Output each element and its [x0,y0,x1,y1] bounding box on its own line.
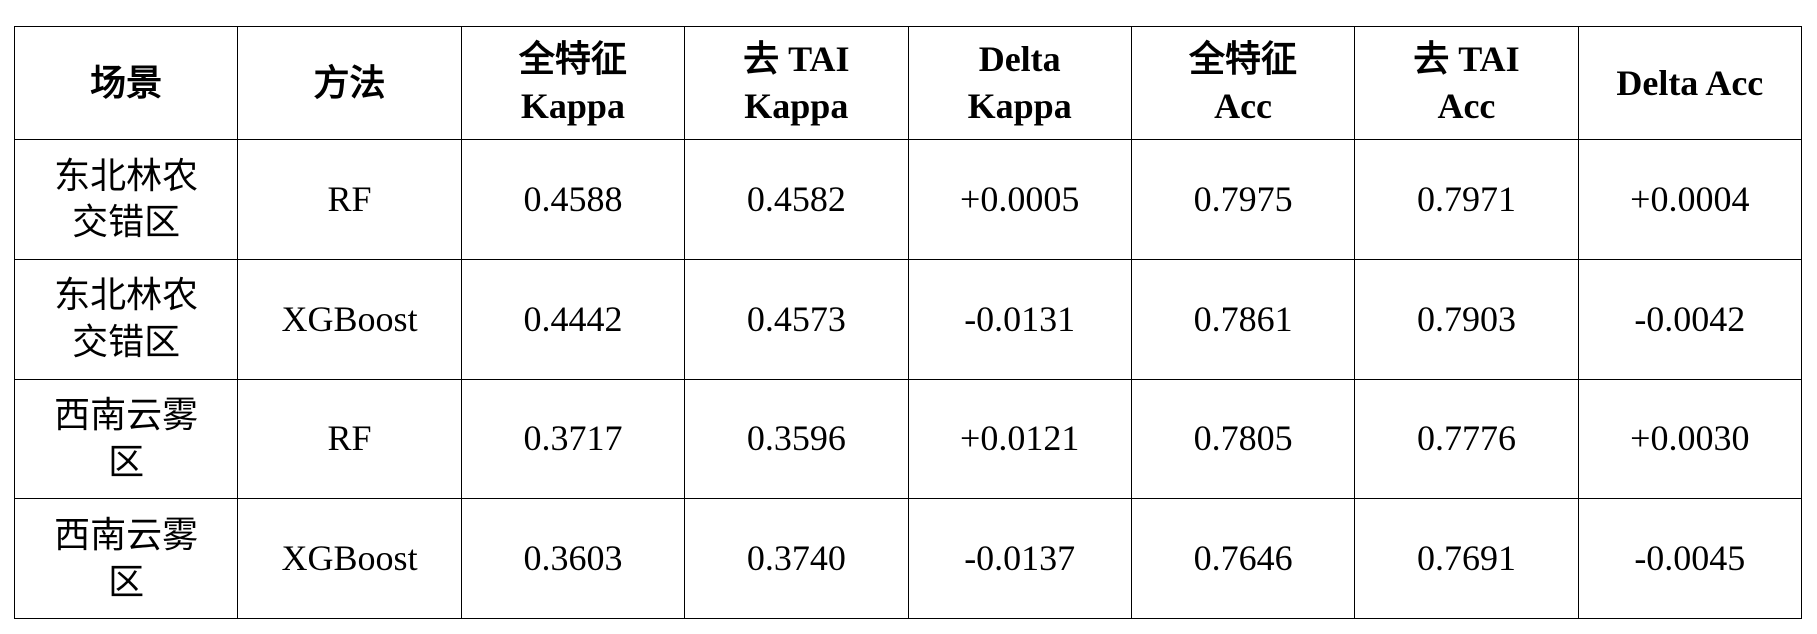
value-cell: 0.4588 [460,139,686,260]
value-cell: +0.0030 [1577,378,1803,500]
header-cell: Delta Acc [1577,26,1803,140]
value-cell: 0.7691 [1354,498,1579,619]
header-cell: 方法 [237,26,462,140]
value-cell: 0.7971 [1354,139,1579,260]
value-cell: 0.3717 [460,378,686,500]
header-cell: Delta Kappa [907,26,1132,140]
value-cell: 0.3603 [460,498,686,619]
method-cell: RF [237,139,462,260]
value-cell: 0.4442 [460,258,686,380]
value-cell: -0.0042 [1577,258,1803,380]
header-cell: 全特征 Acc [1130,26,1356,140]
value-cell: 0.7805 [1130,378,1356,500]
header-cell: 去 TAI Acc [1354,26,1579,140]
value-cell: 0.7861 [1130,258,1356,380]
value-cell: -0.0131 [907,258,1132,380]
value-cell: +0.0004 [1577,139,1803,260]
value-cell: 0.3740 [684,498,909,619]
value-cell: 0.3596 [684,378,909,500]
table-body: 东北林农交错区 RF 0.4588 0.4582 +0.0005 0.7975 0.7971… [13,139,1803,619]
value-cell: 0.7903 [1354,258,1579,380]
value-cell: 0.7776 [1354,378,1579,500]
table-row: 西南云雾区 RF 0.3717 0.3596 +0.0121 0.7805 0.7776 +0… [13,378,1803,500]
header-cell: 去 TAI Kappa [684,26,909,140]
method-cell: RF [237,378,462,500]
value-cell: +0.0121 [907,378,1132,500]
value-cell: 0.4573 [684,258,909,380]
value-cell: +0.0005 [907,139,1132,260]
scene-cell: 西南云雾区 [13,378,239,500]
header-cell: 全特征 Kappa [460,26,686,140]
header-cell: 场景 [13,26,239,140]
value-cell: 0.7975 [1130,139,1356,260]
table-row: 西南云雾区 XGBoost 0.3603 0.3740 -0.0137 0.7646 0.7… [13,498,1803,619]
scene-cell: 东北林农交错区 [13,258,239,380]
value-cell: 0.7646 [1130,498,1356,619]
value-cell: 0.4582 [684,139,909,260]
value-cell: -0.0137 [907,498,1132,619]
table-row: 东北林农交错区 RF 0.4588 0.4582 +0.0005 0.7975 0.7971… [13,139,1803,260]
header-row: 场景 方法 全特征 Kappa 去 TAI Kappa Delta Kappa 全特征 A… [13,26,1803,140]
method-cell: XGBoost [237,258,462,380]
results-table: 场景 方法 全特征 Kappa 去 TAI Kappa Delta Kappa 全特征 A… [13,26,1803,619]
scene-cell: 东北林农交错区 [13,139,239,260]
method-cell: XGBoost [237,498,462,619]
value-cell: -0.0045 [1577,498,1803,619]
scene-cell: 西南云雾区 [13,498,239,619]
table-row: 东北林农交错区 XGBoost 0.4442 0.4573 -0.0131 0.7861 0… [13,258,1803,380]
